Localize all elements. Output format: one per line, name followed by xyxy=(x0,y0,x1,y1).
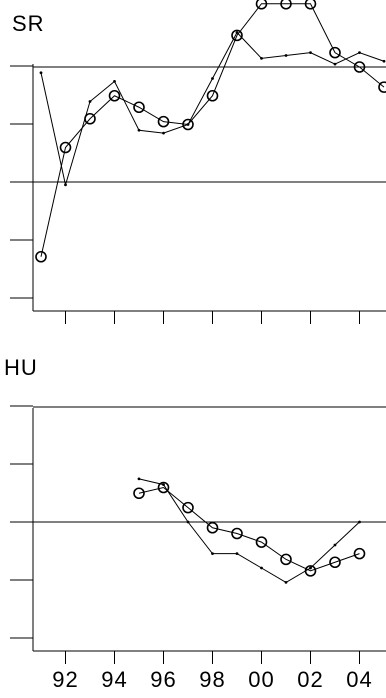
dot-marker xyxy=(137,477,141,481)
panel-title-hu: HU xyxy=(4,355,38,380)
dot-marker xyxy=(235,552,239,556)
dot-marker xyxy=(309,51,312,55)
x-tick-label: 96 xyxy=(150,667,176,692)
circle-marker xyxy=(59,141,72,154)
circle-marker xyxy=(182,118,194,131)
dot-marker xyxy=(186,520,190,524)
circle-marker xyxy=(157,481,170,494)
dot-marker xyxy=(358,520,361,524)
dot-marker xyxy=(309,566,312,570)
dot-marker xyxy=(186,123,190,126)
x-tick-label: 04 xyxy=(346,667,372,692)
circle-marker xyxy=(378,81,386,93)
dot-marker xyxy=(333,543,337,547)
circle-marker xyxy=(255,0,268,10)
circle-marker xyxy=(231,527,243,540)
dot-marker xyxy=(284,580,288,584)
dot-marker xyxy=(88,100,92,103)
x-tick-label: 98 xyxy=(199,667,225,692)
panel-title-sr: SR xyxy=(12,11,45,36)
circle-marker xyxy=(353,547,366,560)
dot-marker xyxy=(382,59,386,63)
circle-marker xyxy=(329,556,341,569)
x-tick-label: 92 xyxy=(52,667,78,692)
circle-marker xyxy=(353,61,366,73)
dot-marker xyxy=(137,128,141,132)
circle-marker xyxy=(304,0,317,10)
circle-marker xyxy=(133,487,145,500)
circle-marker xyxy=(255,536,268,548)
dot-marker xyxy=(162,483,165,487)
dot-marker xyxy=(284,54,288,57)
dot-marker xyxy=(235,31,239,34)
x-axis-labels: 92 94 96 98 00 02 04 xyxy=(52,667,372,692)
x-tick-label: 00 xyxy=(248,667,274,692)
dot-marker xyxy=(260,56,263,60)
series-line-1 xyxy=(138,486,360,572)
dot-marker xyxy=(211,77,214,80)
circle-marker xyxy=(133,101,145,114)
series-line-1 xyxy=(40,3,385,257)
dot-marker xyxy=(162,131,165,135)
circle-marker xyxy=(231,29,243,42)
circle-marker xyxy=(206,521,219,534)
dot-marker xyxy=(333,62,337,66)
dot-marker xyxy=(113,79,116,83)
series-line-2 xyxy=(138,478,360,583)
circle-marker xyxy=(206,89,219,102)
circle-marker xyxy=(157,115,170,128)
circle-marker xyxy=(35,250,47,263)
dot-marker xyxy=(64,183,67,187)
circle-marker xyxy=(280,0,292,10)
circle-marker xyxy=(108,89,121,102)
panel-hu: HU xyxy=(4,355,386,664)
dot-marker xyxy=(211,552,214,556)
series-line-2 xyxy=(40,31,385,186)
circle-marker xyxy=(182,501,194,514)
x-tick-label: 02 xyxy=(297,667,323,692)
dot-marker xyxy=(358,51,361,55)
circle-marker xyxy=(329,46,341,59)
panel-sr: SR xyxy=(10,0,386,324)
dot-marker xyxy=(39,71,43,75)
x-tick-label: 94 xyxy=(101,667,127,692)
dot-marker xyxy=(260,566,263,570)
circle-marker xyxy=(280,553,292,566)
